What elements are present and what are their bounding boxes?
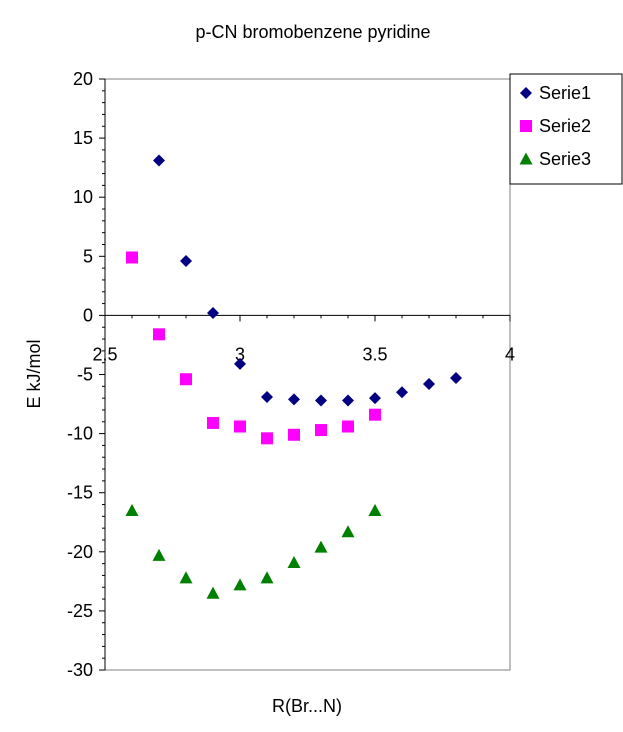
data-point-serie2 [126,251,138,264]
y-tick-label: 20 [73,69,93,89]
data-point-serie3 [179,571,193,584]
data-point-serie1 [342,394,354,407]
legend-label-serie3: Serie3 [539,149,591,169]
axes-layer: 20 15 10 5 0 -5 -10 -15 -20 -25 -30 2.5 3 3.5 4 [67,69,515,680]
data-point-serie2 [315,424,327,437]
data-point-serie2 [207,416,219,429]
x-tick-label: 2.5 [92,344,117,364]
y-tick-label: 5 [83,246,93,266]
y-tick-label: 15 [73,128,93,148]
y-axis-label: E kJ/mol [24,339,44,408]
data-point-serie2 [234,420,246,433]
data-point-serie3 [260,571,274,584]
legend-label-serie2: Serie2 [539,116,591,136]
data-point-serie3 [341,525,355,538]
data-point-serie2 [288,428,300,441]
data-point-serie2 [180,373,192,386]
data-point-serie3 [125,503,139,516]
data-point-serie1 [234,357,246,370]
legend-marker-serie2 [520,120,532,132]
data-point-serie1 [369,392,381,405]
data-point-serie3 [206,586,220,599]
data-point-serie2 [261,432,273,445]
data-point-serie1 [180,255,192,268]
y-tick-label: -20 [67,542,93,562]
data-point-serie3 [152,548,166,561]
data-point-serie3 [233,578,247,591]
points-layer [125,154,462,599]
y-tick-label: -10 [67,424,93,444]
legend-marker-serie1 [520,87,532,99]
y-tick-label: -25 [67,601,93,621]
data-point-serie1 [207,307,219,320]
y-tick-label: 10 [73,187,93,207]
data-point-serie1 [261,390,273,403]
data-point-serie3 [314,540,328,553]
y-tick-label: -5 [77,365,93,385]
x-axis-label: R(Br...N) [272,696,342,716]
data-point-serie2 [369,408,381,421]
data-point-serie3 [287,555,301,568]
plot-area [104,78,511,671]
legend-marker-serie3 [519,152,533,165]
data-point-serie1 [315,394,327,407]
y-tick-label: -30 [67,660,93,680]
data-point-serie3 [368,503,382,516]
legend: Serie1 Serie2 Serie3 [519,83,591,169]
y-tick-label: -15 [67,483,93,503]
chart-title: p-CN bromobenzene pyridine [195,22,430,42]
x-tick-label: 4 [505,344,515,364]
x-tick-label: 3 [235,344,245,364]
data-point-serie2 [342,420,354,433]
y-tick-label: 0 [83,305,93,325]
data-point-serie1 [288,393,300,406]
data-point-serie1 [423,377,435,390]
legend-label-serie1: Serie1 [539,83,591,103]
data-point-serie1 [153,154,165,167]
data-point-serie2 [153,328,165,341]
x-tick-label: 3.5 [362,344,387,364]
data-point-serie1 [450,372,462,385]
data-point-serie1 [396,386,408,399]
